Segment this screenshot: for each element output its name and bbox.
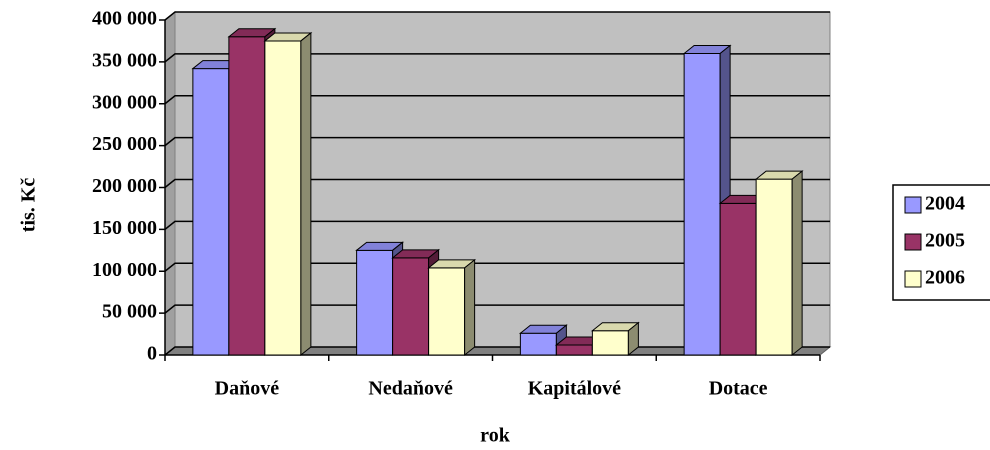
y-tick-label: 400 000 — [92, 8, 157, 30]
bar-front — [755, 178, 793, 356]
x-tick-label: Kapitálové — [528, 378, 621, 400]
bar-front — [683, 53, 721, 356]
bar — [427, 258, 477, 357]
bar-front — [555, 344, 593, 356]
bar-side — [791, 170, 803, 357]
bar-front — [356, 249, 394, 356]
y-tick-label: 150 000 — [92, 217, 157, 239]
legend-label: 2004 — [925, 193, 965, 215]
bar-side — [300, 31, 312, 357]
bar-front — [519, 332, 557, 356]
legend-swatch — [904, 196, 922, 214]
legend-swatch — [904, 270, 922, 288]
grid-line — [164, 11, 830, 21]
y-tick-label: 100 000 — [92, 259, 157, 281]
bar — [590, 321, 640, 357]
x-tick-label: Nedaňové — [368, 378, 453, 400]
legend-swatch — [904, 233, 922, 251]
bar-front — [192, 68, 230, 356]
x-tick-label: Daňové — [215, 378, 280, 400]
y-tick-label: 350 000 — [92, 49, 157, 71]
grid-line — [164, 220, 830, 230]
grid-line — [164, 53, 830, 63]
y-tick-label: 50 000 — [102, 301, 157, 323]
y-tick-label: 250 000 — [92, 133, 157, 155]
legend-label: 2006 — [925, 267, 965, 289]
y-tick-label: 0 — [147, 343, 157, 365]
x-axis-label: rok — [480, 425, 511, 447]
y-tick-label: 300 000 — [92, 91, 157, 113]
bar-front — [719, 202, 757, 356]
grid-line — [164, 136, 830, 147]
bar-side — [627, 321, 639, 357]
bar-front — [591, 330, 629, 356]
bar-front — [392, 257, 430, 356]
y-tick-label: 200 000 — [92, 175, 157, 197]
x-tick-label: Dotace — [709, 378, 768, 400]
legend-label: 2005 — [925, 230, 965, 252]
bar-front — [228, 36, 266, 356]
bar — [754, 170, 804, 357]
bar — [263, 31, 313, 357]
bar-front — [428, 267, 466, 356]
y-axis-label: tis. Kč — [18, 178, 40, 233]
grid-line — [164, 95, 830, 105]
bar-front — [264, 40, 302, 356]
bar-side — [464, 258, 476, 357]
grid-line — [164, 304, 830, 314]
grid-line — [164, 262, 830, 272]
grid-line — [164, 178, 830, 189]
